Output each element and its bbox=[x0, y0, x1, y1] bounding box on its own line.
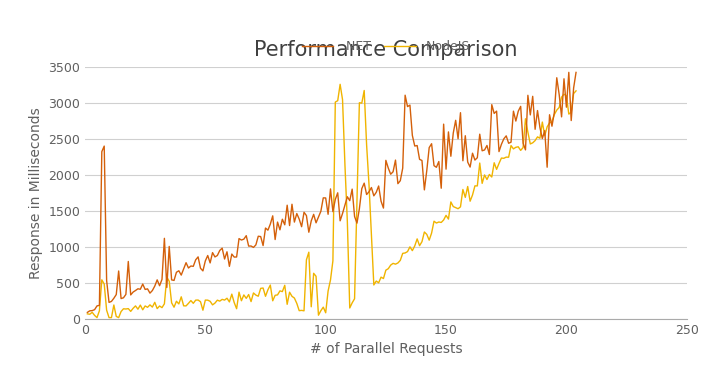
NodeJS bbox=[572, 89, 581, 93]
.NET bbox=[83, 310, 91, 315]
NodeJS bbox=[139, 308, 147, 312]
Line: .NET: .NET bbox=[87, 72, 576, 312]
NodeJS bbox=[93, 315, 101, 320]
.NET bbox=[564, 70, 573, 75]
Title: Performance Comparison: Performance Comparison bbox=[254, 40, 518, 60]
.NET bbox=[338, 211, 347, 216]
NodeJS bbox=[83, 312, 91, 316]
NodeJS bbox=[215, 299, 224, 303]
Y-axis label: Response in Milliseconds: Response in Milliseconds bbox=[28, 107, 42, 279]
.NET bbox=[572, 70, 581, 75]
NodeJS bbox=[343, 220, 352, 224]
.NET bbox=[213, 253, 222, 258]
NodeJS bbox=[449, 204, 457, 209]
X-axis label: # of Parallel Requests: # of Parallel Requests bbox=[309, 342, 462, 357]
NodeJS bbox=[331, 100, 340, 104]
.NET bbox=[329, 209, 337, 214]
NodeJS bbox=[167, 301, 176, 305]
NodeJS bbox=[336, 82, 344, 86]
.NET bbox=[165, 244, 173, 249]
.NET bbox=[444, 130, 452, 134]
Line: NodeJS: NodeJS bbox=[87, 84, 576, 318]
.NET bbox=[136, 287, 144, 292]
Legend: .NET, NodeJS: .NET, NodeJS bbox=[297, 35, 475, 58]
